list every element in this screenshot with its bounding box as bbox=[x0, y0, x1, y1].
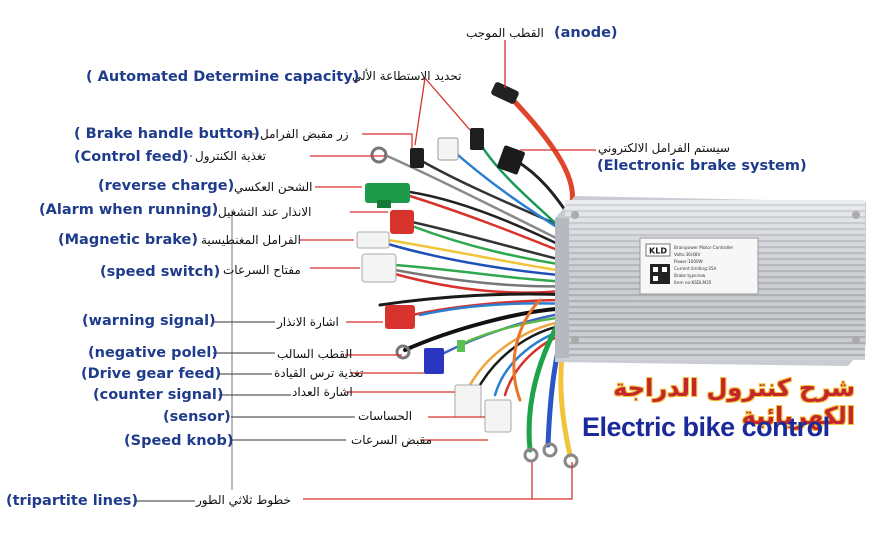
label-control-feed-en: (Control feed) bbox=[74, 149, 189, 165]
label-counter-ar: اشارة العداد bbox=[292, 385, 353, 399]
label-anode-en: (anode) bbox=[554, 25, 618, 41]
label-magnetic-brake-ar: الفرامل المغنطيسية bbox=[201, 233, 301, 247]
label-brake-handle-ar: زر مقبض الفرامل bbox=[260, 127, 349, 141]
label-sensor-en: (sensor) bbox=[163, 409, 231, 425]
label-reverse-charge-en: (reverse charge) bbox=[98, 178, 235, 194]
drive-gear-connector bbox=[424, 348, 444, 374]
label-anode-ar: القطب الموجب bbox=[466, 26, 544, 40]
label-drive-gear-en: (Drive gear feed) bbox=[81, 366, 222, 382]
pointer-capacity-1 bbox=[424, 77, 471, 131]
label-speed-switch-ar: مفتاح السرعات bbox=[223, 263, 301, 277]
controller-label: KLD Brainpower Motor Controller Volts:36… bbox=[639, 237, 759, 295]
pointer-lines bbox=[300, 40, 596, 500]
label-counter-en: (counter signal) bbox=[93, 387, 224, 403]
anode-connector bbox=[491, 82, 519, 104]
label-negative-pole-en: (negative polel) bbox=[88, 345, 218, 361]
label-speed-switch-en: (speed switch) bbox=[100, 264, 221, 280]
capacity-connector-2 bbox=[470, 128, 484, 150]
label-speed-knob-en: (Speed knob) bbox=[124, 433, 234, 449]
label-line: Item no:KSDLM35 bbox=[674, 280, 712, 285]
negative-pole-ring bbox=[395, 344, 411, 360]
label-control-feed-ar: تغذية الكنترول bbox=[195, 149, 267, 163]
label-warning-ar: اشارة الانذار bbox=[277, 315, 339, 329]
label-reverse-charge-ar: الشحن العكسي bbox=[234, 180, 313, 194]
pointer-brake-handle bbox=[362, 133, 413, 148]
brand-logo: KLD bbox=[649, 247, 667, 256]
title-arabic: شرح كنترول الدراجة الكهربائية bbox=[613, 374, 855, 430]
label-line: Current limiting:35A bbox=[674, 266, 716, 271]
label-electronic-brake-en: (Electronic brake system) bbox=[597, 158, 807, 174]
label-line: Power:1000W bbox=[674, 259, 703, 264]
label-tripartite-en: (tripartite lines) bbox=[6, 493, 139, 509]
capacity-connector bbox=[437, 137, 459, 161]
label-speed-knob-ar: مقبض السرعات bbox=[351, 433, 433, 447]
pointer-tripartite bbox=[303, 462, 573, 500]
label-capacity-ar: تحديد الاستطاعة الألي bbox=[352, 69, 462, 83]
phase-ring-green bbox=[523, 447, 539, 463]
magnetic-brake-connector bbox=[356, 231, 390, 249]
label-sensor-ar: الحساسات bbox=[358, 409, 413, 423]
phase-ring-blue bbox=[542, 442, 558, 458]
electronic-brake-connector bbox=[497, 145, 525, 175]
pointer-capacity-2 bbox=[414, 77, 426, 146]
phase-ring-yellow bbox=[563, 453, 579, 469]
connectors bbox=[356, 82, 579, 469]
warning-connector bbox=[385, 305, 415, 329]
label-brake-handle-en: ( Brake handle button) bbox=[74, 126, 260, 142]
label-alarm-ar: الانذار عند التشغيل bbox=[218, 205, 312, 219]
brake-handle-connector bbox=[410, 148, 424, 168]
alarm-connector bbox=[390, 210, 414, 234]
leader-lines bbox=[134, 133, 355, 502]
controller-housing: KLD Brainpower Motor Controller Volts:36… bbox=[555, 196, 866, 366]
label-tripartite-ar: خطوط ثلاثي الطور bbox=[196, 493, 291, 507]
speed-switch-connector bbox=[361, 253, 397, 283]
title-english: Electric bike control bbox=[582, 412, 830, 442]
label-warning-en: (warning signal) bbox=[82, 313, 216, 329]
label-negative-pole-ar: القطب السالب bbox=[277, 347, 353, 361]
label-drive-gear-ar: تغذية ترس القيادة bbox=[274, 366, 364, 380]
label-electronic-brake-ar: سيستم الفرامل الالكتروني bbox=[598, 141, 730, 155]
label-line: Brake type:low bbox=[674, 273, 706, 278]
sensor-connector bbox=[484, 399, 512, 433]
label-capacity-en: ( Automated Determine capacity) bbox=[86, 69, 360, 85]
label-magnetic-brake-en: (Magnetic brake) bbox=[58, 232, 198, 248]
reverse-charge-connector bbox=[365, 183, 410, 203]
label-line: Brainpower Motor Controller bbox=[674, 245, 734, 250]
label-alarm-en: (Alarm when running) bbox=[39, 202, 219, 218]
control-feed-ring bbox=[370, 146, 388, 164]
counter-connector bbox=[454, 384, 482, 418]
label-line: Volts:36/48V bbox=[674, 252, 701, 257]
